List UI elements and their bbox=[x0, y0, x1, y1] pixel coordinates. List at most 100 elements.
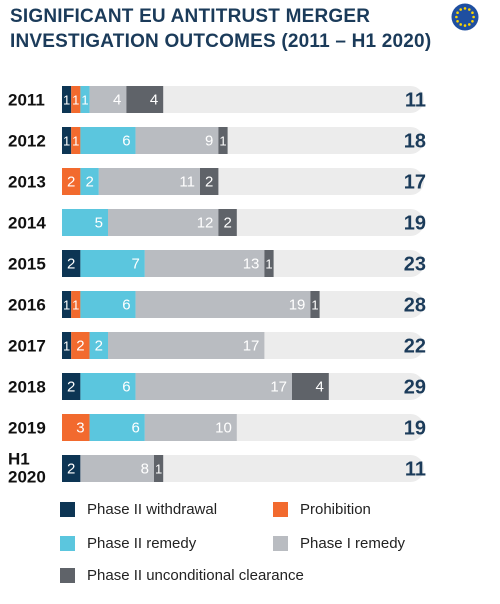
bar-segment bbox=[62, 168, 81, 195]
eu-star-icon bbox=[459, 23, 462, 26]
legend-item: Phase II unconditional clearance bbox=[60, 567, 304, 584]
total-value-label: 11 bbox=[405, 90, 426, 112]
bar-segment bbox=[62, 209, 108, 236]
total-value-label: 19 bbox=[404, 418, 426, 440]
segment-value-label: 1 bbox=[72, 93, 79, 108]
segment-value-label: 9 bbox=[205, 133, 213, 150]
total-value-label: 19 bbox=[404, 213, 426, 235]
bar-segment bbox=[264, 250, 274, 277]
eu-flag-icon bbox=[451, 3, 479, 31]
segment-value-label: 1 bbox=[81, 93, 88, 108]
bar-track-end bbox=[397, 332, 424, 359]
legend-swatch bbox=[60, 502, 75, 517]
segment-value-label: 2 bbox=[76, 338, 84, 355]
bar-segment bbox=[62, 414, 90, 441]
category-label: 2018 bbox=[8, 378, 46, 397]
bar-segment bbox=[310, 291, 320, 318]
segment-value-label: 2 bbox=[223, 215, 231, 232]
total-value-label: 29 bbox=[404, 377, 426, 399]
bar-segment bbox=[200, 168, 219, 195]
bar-segment bbox=[135, 291, 311, 318]
segment-value-label: 6 bbox=[122, 297, 130, 314]
legend-label: Phase I remedy bbox=[300, 535, 406, 552]
legend-item: Prohibition bbox=[273, 501, 371, 518]
segment-value-label: 1 bbox=[63, 298, 70, 313]
bar-track-end bbox=[397, 86, 424, 113]
bar-segment bbox=[80, 86, 90, 113]
eu-star-icon bbox=[455, 15, 458, 19]
segment-value-label: 12 bbox=[197, 215, 214, 232]
eu-star-icon bbox=[456, 20, 459, 23]
bar-segment bbox=[154, 455, 164, 482]
bar-segment bbox=[62, 250, 81, 277]
chart-legend: Phase II withdrawal Prohibition Phase II r… bbox=[60, 497, 490, 597]
bar-segment bbox=[62, 127, 72, 154]
segment-value-label: 2 bbox=[95, 338, 103, 355]
bar-segment bbox=[144, 414, 237, 441]
bar-segment bbox=[218, 209, 237, 236]
bar-segment bbox=[62, 86, 72, 113]
legend-label: Phase II remedy bbox=[87, 535, 197, 552]
segment-value-label: 5 bbox=[95, 215, 103, 232]
segment-value-label: 2 bbox=[67, 174, 75, 191]
legend-swatch bbox=[60, 568, 75, 583]
segment-value-label: 19 bbox=[289, 297, 306, 314]
eu-star-icon bbox=[468, 23, 471, 26]
bar-track-end bbox=[397, 209, 424, 236]
bar-segment bbox=[80, 127, 136, 154]
total-value-label: 11 bbox=[405, 459, 426, 481]
legend-item: Phase II withdrawal bbox=[60, 501, 217, 518]
total-value-label: 18 bbox=[404, 131, 426, 153]
total-value-label: 17 bbox=[404, 172, 426, 194]
bar-segment bbox=[80, 455, 154, 482]
segment-value-label: 6 bbox=[122, 133, 130, 150]
bar-track-end bbox=[397, 291, 424, 318]
bar-track-end bbox=[397, 250, 424, 277]
category-label: 2013 bbox=[8, 173, 46, 192]
category-label: 2016 bbox=[8, 296, 46, 315]
bar-segment bbox=[62, 455, 81, 482]
segment-value-label: 3 bbox=[76, 420, 84, 437]
bar-segment bbox=[71, 86, 81, 113]
bar-segment bbox=[108, 332, 265, 359]
eu-star-icon bbox=[471, 11, 474, 14]
segment-value-label: 6 bbox=[131, 420, 139, 437]
segment-value-label: 4 bbox=[113, 92, 121, 109]
legend-swatch bbox=[60, 536, 75, 551]
bar-segment bbox=[80, 250, 145, 277]
segment-value-label: 13 bbox=[243, 256, 260, 273]
segment-value-label: 4 bbox=[150, 92, 158, 109]
legend-item: Phase I remedy bbox=[273, 535, 405, 552]
eu-star-icon bbox=[456, 11, 459, 14]
eu-star-icon bbox=[463, 24, 467, 27]
legend-label: Phase II withdrawal bbox=[87, 501, 218, 518]
segment-value-label: 2 bbox=[67, 379, 75, 396]
eu-star-icon bbox=[472, 15, 475, 19]
bar-segment bbox=[98, 168, 200, 195]
eu-star-icon bbox=[471, 20, 474, 23]
segment-value-label: 1 bbox=[63, 93, 70, 108]
segment-value-label: 1 bbox=[265, 257, 272, 272]
category-label: 2019 bbox=[8, 419, 46, 438]
category-label: 2011 bbox=[8, 91, 45, 110]
chart-title: SIGNIFICANT EU ANTITRUST MERGER INVESTIG… bbox=[10, 6, 432, 52]
bar-segment bbox=[135, 373, 292, 400]
bar-segment bbox=[292, 373, 329, 400]
bar-segment bbox=[71, 127, 81, 154]
segment-value-label: 2 bbox=[205, 174, 213, 191]
bar-segment bbox=[89, 332, 108, 359]
segment-value-label: 6 bbox=[122, 379, 130, 396]
bar-segment bbox=[71, 332, 90, 359]
segment-value-label: 1 bbox=[311, 298, 318, 313]
total-value-label: 28 bbox=[404, 295, 426, 317]
category-label: 2014 bbox=[8, 214, 46, 233]
bar-segment bbox=[126, 86, 164, 113]
total-value-label: 22 bbox=[404, 336, 426, 358]
bar-segment bbox=[71, 291, 81, 318]
legend-item: Phase II remedy bbox=[60, 535, 196, 552]
bar-track-end bbox=[397, 455, 424, 482]
legend-label: Prohibition bbox=[300, 501, 371, 518]
bar-track-end bbox=[397, 168, 424, 195]
segment-value-label: 8 bbox=[141, 461, 149, 478]
